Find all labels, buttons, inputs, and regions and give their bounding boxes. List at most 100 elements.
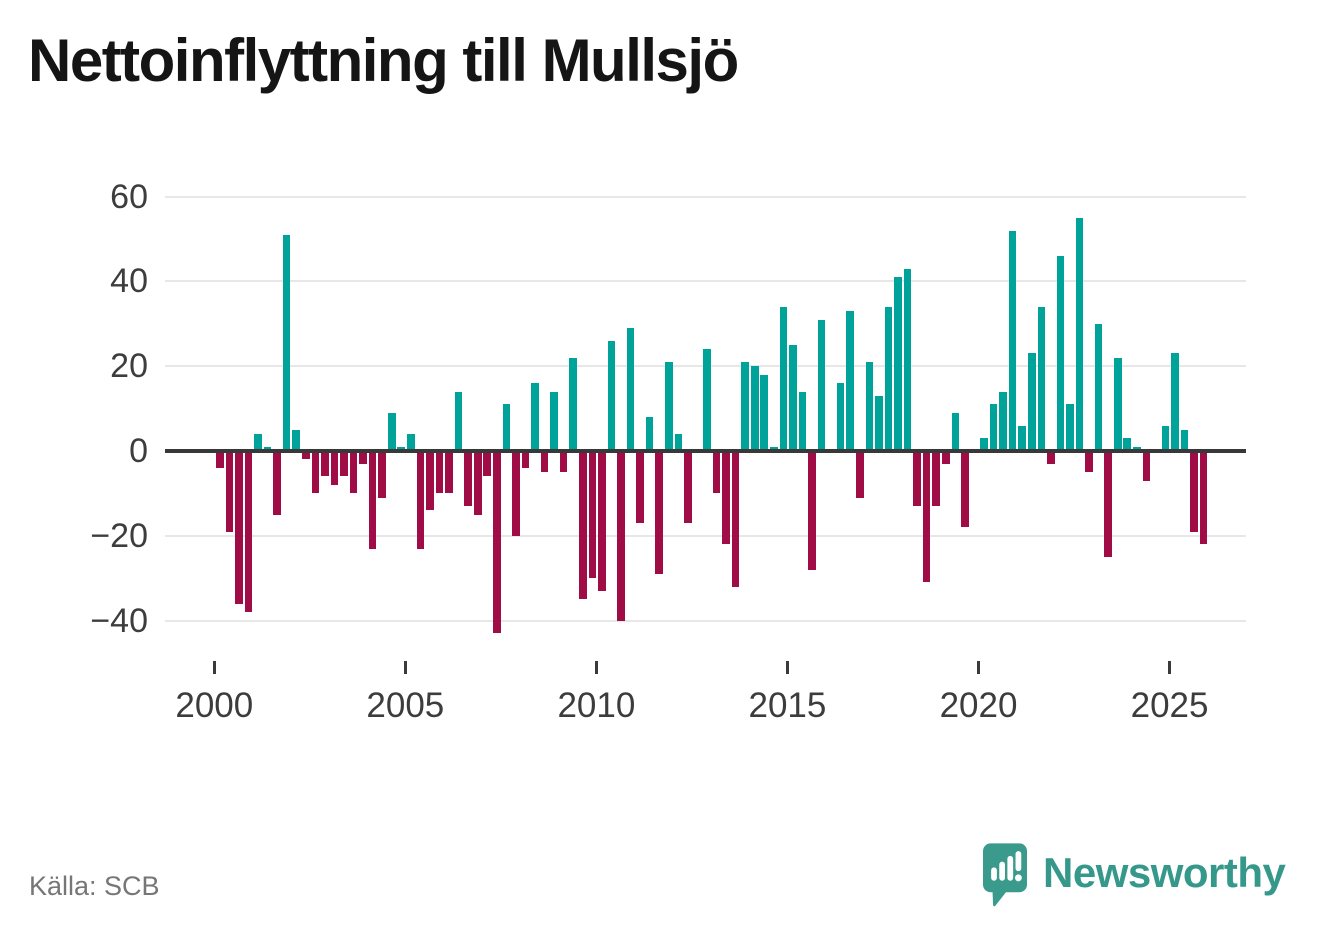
bar-negative [473, 451, 482, 515]
bar-negative [216, 451, 224, 468]
bar-positive [1066, 404, 1074, 451]
bar-negative [655, 451, 663, 574]
bar-positive [502, 404, 511, 451]
bar-positive [1027, 353, 1036, 451]
gridline [165, 619, 1246, 622]
bar-negative [559, 451, 568, 473]
bar-positive [817, 319, 826, 451]
gridline [165, 195, 1246, 198]
bar-positive [254, 434, 262, 451]
bar-negative [359, 451, 367, 464]
bar-negative [521, 451, 530, 468]
bar-negative [483, 451, 492, 477]
bar-negative [378, 451, 386, 498]
bar-positive [989, 404, 998, 451]
bar-negative [913, 451, 921, 507]
bar-positive [741, 361, 749, 451]
bar-negative [941, 451, 950, 464]
x-axis-tick-label: 2025 [1130, 686, 1209, 725]
bar-positive [1123, 438, 1132, 451]
zero-axis-line [165, 449, 1246, 453]
bar-negative [722, 451, 730, 545]
x-axis-tick-label: 2000 [175, 686, 254, 725]
bar-positive [1037, 306, 1046, 451]
bar-negative [512, 451, 520, 536]
bar-positive [1008, 230, 1017, 451]
bar-positive [884, 306, 893, 451]
gridline [165, 280, 1246, 283]
bar-positive [407, 434, 415, 451]
bar-negative [445, 451, 453, 494]
x-axis-tick-label: 2010 [557, 686, 636, 725]
bar-positive [569, 357, 578, 451]
bar-positive [836, 383, 845, 451]
bar-positive [980, 438, 988, 451]
bar-negative [961, 451, 969, 528]
source-label: Källa: SCB [29, 871, 160, 901]
bar-negative [1142, 451, 1151, 481]
bar-positive [894, 277, 902, 451]
x-axis-tick-label: 2020 [939, 686, 1018, 725]
bar-positive [1075, 217, 1084, 451]
bar-positive [1161, 425, 1170, 451]
bar-negative [540, 451, 549, 473]
bar-positive [282, 234, 291, 451]
bar-negative [426, 451, 434, 511]
bar-positive [903, 268, 912, 451]
bar-positive [798, 391, 807, 451]
bar-negative [435, 451, 444, 494]
bar-negative [1190, 451, 1198, 532]
x-axis-tick-label: 2005 [366, 686, 445, 725]
bar-positive [951, 412, 960, 451]
bar-positive [397, 446, 406, 451]
y-axis-tick-label: 60 [110, 177, 148, 216]
bar-positive [292, 429, 300, 451]
bar-negative [273, 451, 281, 515]
bar-positive [674, 434, 683, 451]
bar-negative [1199, 451, 1208, 545]
bar-negative [330, 451, 339, 485]
newsworthy-logo: Newsworthy [983, 843, 1286, 907]
bar-negative [301, 451, 310, 460]
x-axis-tick [1168, 661, 1172, 674]
bar-negative [225, 451, 234, 532]
bar-negative [598, 451, 606, 591]
bar-negative [684, 451, 692, 524]
y-axis-tick-label: −20 [90, 516, 148, 555]
bar-negative [311, 451, 320, 494]
bar-positive [531, 383, 539, 451]
x-axis-tick-label: 2015 [748, 686, 827, 725]
bar-positive [865, 361, 874, 451]
bar-negative [464, 451, 472, 507]
newsworthy-logo-text: Newsworthy [1043, 849, 1286, 896]
bar-positive [1018, 425, 1026, 451]
bar-negative [493, 451, 501, 634]
y-axis-tick-label: 20 [110, 347, 148, 386]
bar-negative [578, 451, 587, 600]
bar-positive [703, 349, 711, 451]
bar-positive [645, 417, 654, 451]
bar-positive [454, 391, 463, 451]
bar-negative [588, 451, 597, 579]
bar-positive [387, 412, 396, 451]
bar-positive [1056, 255, 1065, 451]
bar-negative [340, 451, 348, 477]
bar-negative [368, 451, 377, 549]
bar-positive [846, 311, 855, 451]
x-axis-tick [212, 661, 216, 674]
bar-positive [1171, 353, 1179, 451]
bar-positive [1113, 357, 1122, 451]
bar-positive [607, 340, 616, 451]
bar-negative [731, 451, 740, 587]
bar-positive [789, 345, 797, 451]
bar-negative [932, 451, 941, 507]
bar-negative [808, 451, 816, 570]
y-axis-tick-label: 40 [110, 262, 148, 301]
x-axis-tick [403, 661, 407, 674]
bar-positive [263, 446, 272, 451]
bar-negative [321, 451, 329, 477]
bar-positive [999, 391, 1007, 451]
gridline [165, 534, 1246, 537]
